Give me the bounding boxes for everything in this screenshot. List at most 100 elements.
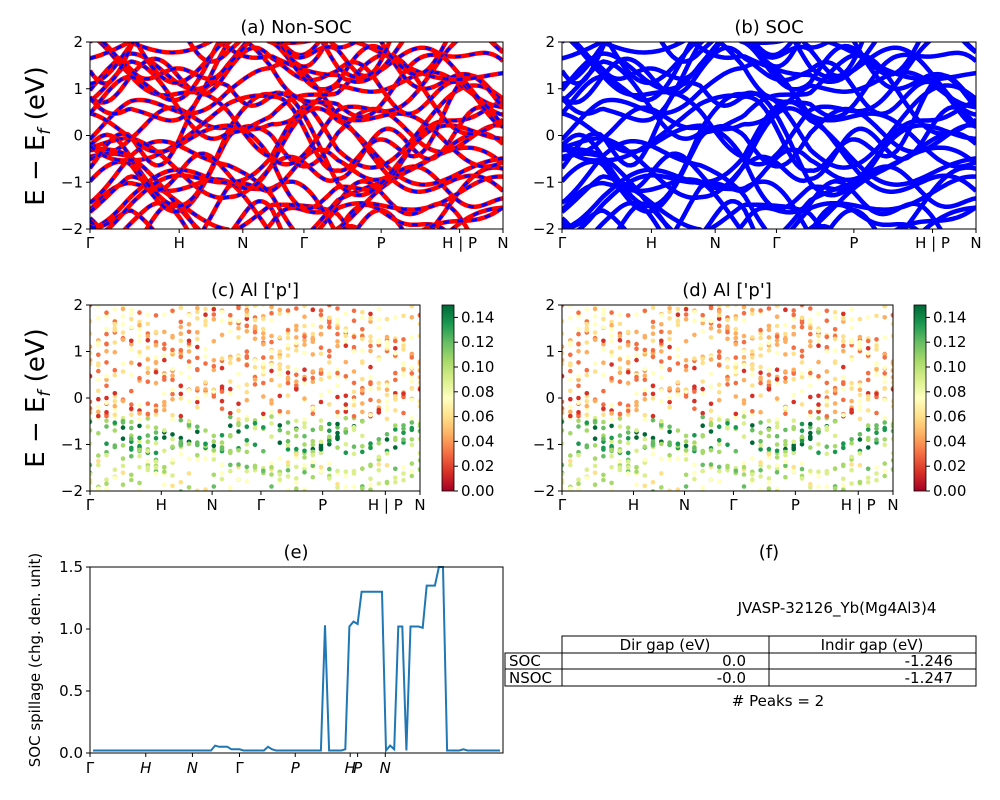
projection-point [758,370,763,376]
projection-point [841,482,846,488]
projection-point [849,467,854,473]
projection-point [667,429,672,435]
projection-point [153,471,159,476]
projection-point [700,462,705,468]
projection-point [841,462,846,468]
projection-point [137,310,142,315]
projection-point [384,437,390,442]
projection-point [261,415,266,421]
projection-point [104,486,109,491]
panel-d-xtick-label: H [628,496,639,514]
projection-point [228,414,233,420]
projection-point [882,416,887,421]
projection-point [360,315,365,321]
projection-point [857,392,863,398]
projection-point [129,453,134,459]
band-line [562,106,976,214]
projection-point [417,421,420,427]
projection-point [195,309,200,315]
projection-point [890,466,893,472]
projection-point [261,316,266,322]
projection-point [211,363,217,369]
projection-point [112,443,118,448]
projection-point [741,333,747,339]
projection-point [343,328,349,334]
projection-point [96,377,101,383]
projection-point [816,450,821,456]
projection-point [634,357,639,363]
projection-point [808,370,813,376]
projection-point [327,438,332,444]
projection-point [741,414,747,419]
projection-point [129,388,134,394]
projection-point [318,376,324,382]
projection-point [104,477,109,482]
projection-point [683,433,689,439]
projection-point [692,470,697,476]
projection-point [700,356,705,362]
table-header-dir: Dir gap (eV) [620,636,711,654]
projection-point [675,456,681,461]
projection-point [799,371,805,376]
projection-point [683,363,689,369]
projection-point [650,391,656,397]
projection-point [384,344,390,349]
projection-point [310,452,316,458]
projection-point [692,445,697,450]
projection-point [692,398,697,404]
projection-point [617,424,623,429]
projection-point [195,316,200,321]
projection-point [708,420,714,426]
projection-point [708,357,714,362]
projection-point [178,443,184,448]
projection-point [791,376,796,382]
projection-point [310,379,316,385]
panel-c-colorbar [441,304,455,492]
projection-point [318,399,324,405]
projection-point [285,364,291,370]
projection-point [269,484,274,489]
projection-point [576,486,581,491]
projection-point [568,404,573,410]
projection-point [667,309,672,315]
projection-point [384,334,390,340]
projection-point [841,441,846,446]
projection-point [841,397,846,403]
projection-point [409,371,415,376]
projection-point [170,366,175,372]
projection-point [609,464,614,470]
projection-point [401,362,406,368]
panel-d-colorbar [913,304,927,492]
projection-point [90,399,93,405]
projection-point [393,479,398,485]
projection-point [236,305,241,309]
projection-point [178,319,184,325]
projection-point [667,330,672,335]
projection-point [634,469,639,475]
projection-point [153,343,159,348]
projection-point [269,377,274,383]
projection-point [774,420,780,426]
projection-point [351,318,357,324]
projection-point [376,462,382,467]
projection-point [294,418,299,424]
projection-point [129,311,134,317]
panel-c-xtick-label: N [206,496,217,514]
projection-point [244,479,250,484]
projection-point [609,333,614,339]
projection-point [294,480,299,485]
projection-point [562,373,565,379]
projection-point [269,333,274,339]
projection-point [766,476,772,481]
projection-point [90,441,93,446]
projection-point [376,489,381,491]
projection-point [401,430,406,436]
colorbar-tick-label: 0.14 [933,308,966,326]
projection-point [170,412,175,418]
projection-point [650,348,656,353]
projection-point [824,344,830,350]
projection-point [584,372,590,378]
band-line-spin-down [90,84,503,170]
projection-point [244,312,250,318]
